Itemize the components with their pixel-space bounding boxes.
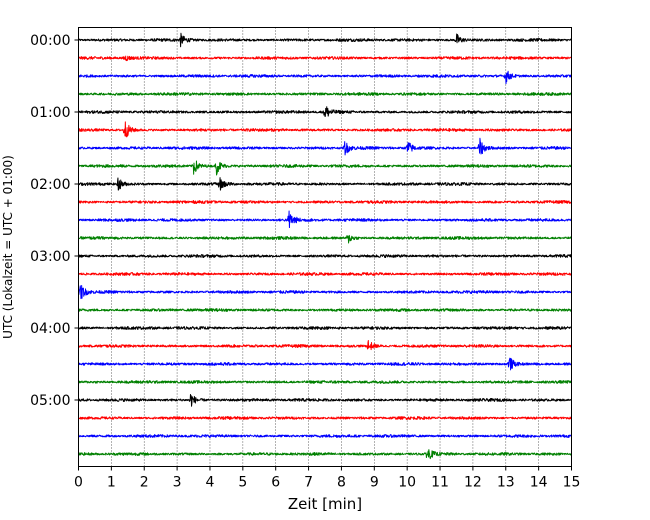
trace-line bbox=[78, 199, 572, 204]
trace-line bbox=[78, 393, 572, 407]
x-tick-label: 3 bbox=[173, 475, 182, 491]
y-axis-ticks: 00:00 01:00 02:00 03:00 04:00 05:00 bbox=[30, 33, 79, 409]
plot-frame bbox=[78, 27, 572, 467]
trace-line bbox=[78, 357, 572, 371]
x-tick-label: 2 bbox=[140, 475, 149, 491]
x-tick-label: 9 bbox=[370, 475, 379, 491]
y-tick-label: 03:00 bbox=[30, 249, 70, 265]
trace-line bbox=[78, 106, 572, 117]
trace-line bbox=[78, 55, 572, 62]
trace-line bbox=[78, 210, 572, 229]
trace-line bbox=[78, 380, 572, 384]
trace-line bbox=[78, 177, 572, 191]
x-tick-label: 0 bbox=[74, 475, 83, 491]
x-tick-label: 5 bbox=[238, 475, 247, 491]
traces bbox=[78, 32, 572, 460]
x-tick-label: 1 bbox=[107, 475, 116, 491]
x-tick-label: 15 bbox=[563, 475, 581, 491]
trace-line bbox=[78, 434, 572, 438]
x-tick-label: 4 bbox=[206, 475, 215, 491]
x-tick-label: 13 bbox=[497, 475, 515, 491]
vertical-grid bbox=[111, 27, 539, 467]
x-tick-label: 10 bbox=[398, 475, 416, 491]
x-tick-label: 14 bbox=[530, 475, 548, 491]
trace-line bbox=[78, 254, 572, 259]
x-tick-label: 12 bbox=[464, 475, 482, 491]
trace-line bbox=[78, 308, 572, 313]
x-tick-label: 7 bbox=[304, 475, 313, 491]
y-tick-label: 00:00 bbox=[30, 33, 70, 49]
y-axis-label: UTC (Lokalzeit = UTC + 01:00) bbox=[1, 155, 15, 339]
y-tick-label: 05:00 bbox=[30, 393, 70, 409]
trace-line bbox=[78, 137, 572, 156]
trace-line bbox=[78, 285, 572, 300]
trace-line bbox=[78, 449, 572, 460]
y-tick-label: 02:00 bbox=[30, 177, 70, 193]
trace-line bbox=[78, 32, 572, 48]
x-axis-label: Zeit [min] bbox=[288, 495, 362, 513]
trace-line bbox=[78, 272, 572, 276]
trace-line bbox=[78, 340, 572, 351]
trace-line bbox=[78, 70, 572, 85]
trace-line bbox=[78, 160, 572, 176]
trace-line bbox=[78, 234, 572, 244]
x-tick-label: 6 bbox=[271, 475, 280, 491]
y-tick-label: 04:00 bbox=[30, 321, 70, 337]
trace-line bbox=[78, 121, 572, 138]
y-tick-label: 01:00 bbox=[30, 105, 70, 121]
trace-line bbox=[78, 92, 572, 96]
x-axis-ticks: 0 1 2 3 4 5 6 7 8 9 10 11 12 13 14 15 bbox=[74, 466, 581, 491]
x-tick-label: 8 bbox=[337, 475, 346, 491]
trace-line bbox=[78, 415, 572, 420]
x-tick-label: 11 bbox=[431, 475, 449, 491]
trace-line bbox=[78, 326, 572, 330]
